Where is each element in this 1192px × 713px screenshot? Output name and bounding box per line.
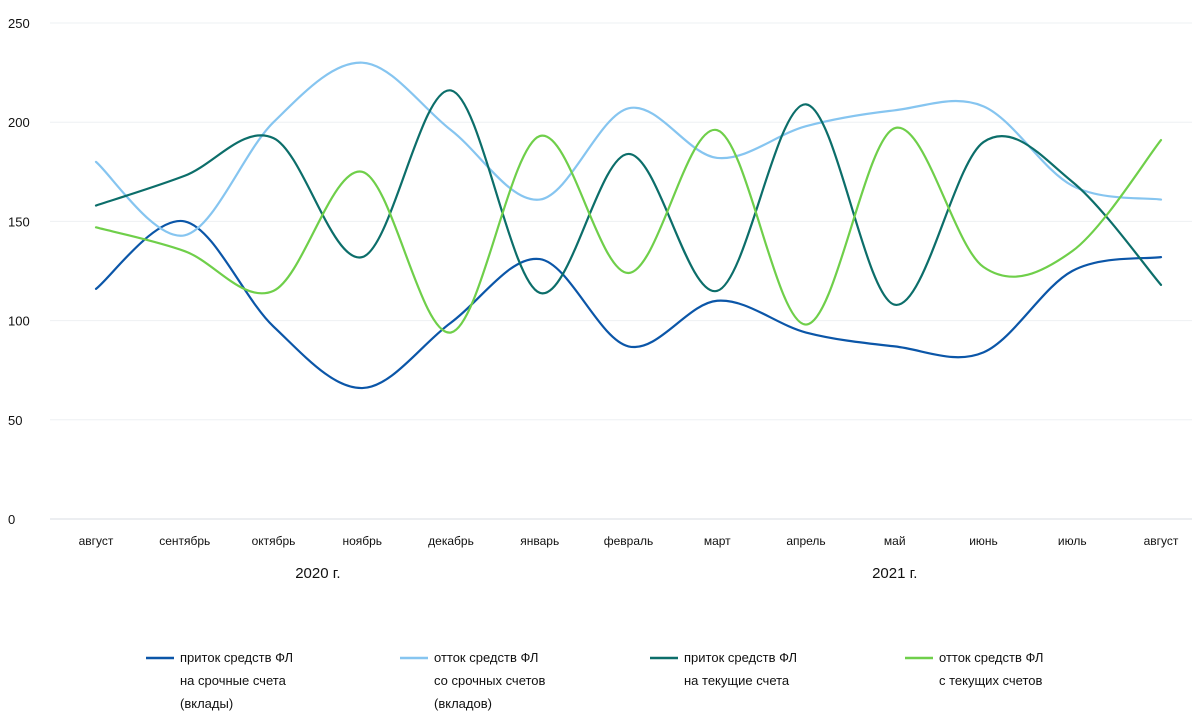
y-tick-label: 150 [8, 214, 30, 229]
series-line-3 [94, 89, 1163, 306]
series-line-2 [94, 61, 1163, 237]
legend-label: отток средств ФЛ [434, 650, 538, 665]
y-tick-label: 50 [8, 413, 22, 428]
legend-item-4: отток средств ФЛ с текущих счетов [905, 650, 1043, 688]
x-tick-label: май [884, 534, 906, 548]
legend-item-1: приток средств ФЛ на срочные счета (вклады… [146, 650, 293, 711]
x-tick-label: сентябрь [159, 534, 210, 548]
legend-label: отток средств ФЛ [939, 650, 1043, 665]
x-tick-label: январь [520, 534, 559, 548]
y-tick-label: 200 [8, 115, 30, 130]
year-labels: 2020 г. 2021 г. [295, 565, 917, 582]
x-tick-label: декабрь [428, 534, 474, 548]
legend-label: на срочные счета [180, 673, 287, 688]
legend-label: приток средств ФЛ [684, 650, 797, 665]
legend-label: приток средств ФЛ [180, 650, 293, 665]
series-line-1 [94, 220, 1163, 390]
legend-label: со срочных счетов [434, 673, 546, 688]
legend-label: на текущие счета [684, 673, 790, 688]
year-label: 2021 г. [872, 565, 917, 582]
gridlines [50, 22, 1192, 520]
series-lines [94, 61, 1163, 390]
legend-label: с текущих счетов [939, 673, 1043, 688]
x-tick-label: ноябрь [342, 534, 382, 548]
x-tick-label: август [79, 534, 114, 548]
legend-label: (вклады) [180, 696, 233, 711]
legend: приток средств ФЛ на срочные счета (вклады… [146, 650, 1043, 711]
x-tick-label: апрель [786, 534, 825, 548]
x-tick-label: октябрь [252, 534, 296, 548]
legend-item-3: приток средств ФЛ на текущие счета [650, 650, 797, 688]
y-tick-label: 0 [8, 512, 15, 527]
y-tick-label: 250 [8, 16, 30, 31]
y-tick-label: 100 [8, 314, 30, 329]
x-tick-label: февраль [604, 534, 654, 548]
legend-item-2: отток средств ФЛ со срочных счетов (вкладо… [400, 650, 546, 711]
x-tick-label: июль [1058, 534, 1087, 548]
series-line-4 [94, 126, 1163, 334]
legend-label: (вкладов) [434, 696, 492, 711]
y-axis: 0 50 100 150 200 250 [8, 16, 30, 527]
x-tick-label: июнь [969, 534, 998, 548]
year-label: 2020 г. [295, 565, 340, 582]
x-axis: август сентябрь октябрь ноябрь декабрь январь… [79, 534, 1179, 548]
x-tick-label: август [1144, 534, 1179, 548]
x-tick-label: март [704, 534, 731, 548]
